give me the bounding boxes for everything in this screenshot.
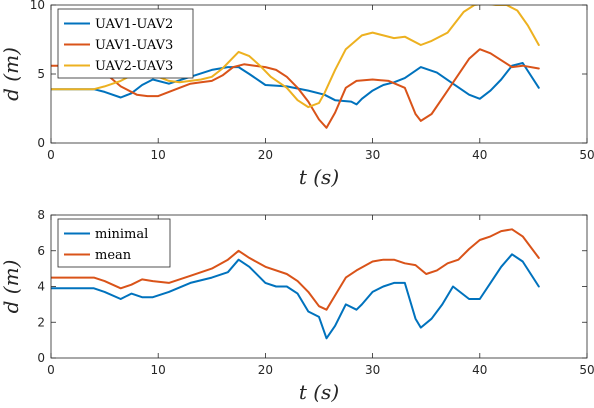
- y-tick-label: 0: [37, 136, 45, 150]
- x-tick-label: 50: [579, 363, 594, 377]
- series-line-minimal: [51, 253, 540, 340]
- x-tick-label: 0: [47, 363, 55, 377]
- y-tick-label: 8: [37, 208, 45, 222]
- series-group: [51, 5, 540, 129]
- x-tick-label: 0: [47, 148, 55, 162]
- series-line-uav1-uav3: [51, 48, 540, 129]
- legend-label-mean: mean: [95, 248, 132, 263]
- y-tick-label: 2: [37, 315, 45, 329]
- y-axis-label: d (m): [0, 47, 23, 101]
- chart-pairwise-distances: 0 10 20 30 40 50 0 5 10 t (s) d (m) UAV1-UAV2 UAV1-U…: [0, 0, 594, 189]
- y-tick-label: 5: [37, 67, 45, 81]
- x-tick-label: 40: [472, 363, 487, 377]
- series-line-uav1-uav2: [51, 62, 540, 106]
- x-tick-label: 10: [151, 148, 166, 162]
- y-tick-label: 4: [37, 280, 45, 294]
- y-axis-label: d (m): [0, 260, 23, 314]
- x-tick-label: 20: [258, 148, 273, 162]
- y-tick-label: 10: [30, 0, 45, 12]
- legend-label-minimal: minimal: [95, 227, 148, 242]
- y-tick-label: 0: [37, 351, 45, 365]
- x-tick-label: 40: [472, 148, 487, 162]
- x-axis-label: t (s): [299, 380, 339, 404]
- x-tick-label: 10: [151, 363, 166, 377]
- chart-minimal-mean-distance: 0 10 20 30 40 50 0 2 4 6 8 t (s) d (m) minimal mean: [0, 208, 594, 404]
- x-tick-label: 20: [258, 363, 273, 377]
- legend-label-uav1-uav2: UAV1-UAV2: [95, 17, 173, 32]
- series-group: [51, 228, 540, 340]
- x-axis-label: t (s): [299, 165, 339, 189]
- legend-box: [57, 218, 171, 268]
- y-tick-label: 6: [37, 244, 45, 258]
- x-tick-label: 30: [365, 363, 380, 377]
- x-tick-label: 50: [579, 148, 594, 162]
- x-tick-label: 30: [365, 148, 380, 162]
- series-line-mean: [51, 228, 540, 311]
- legend-label-uav2-uav3: UAV2-UAV3: [95, 59, 173, 74]
- legend-label-uav1-uav3: UAV1-UAV3: [95, 38, 173, 53]
- series-line-uav2-uav3: [51, 5, 540, 109]
